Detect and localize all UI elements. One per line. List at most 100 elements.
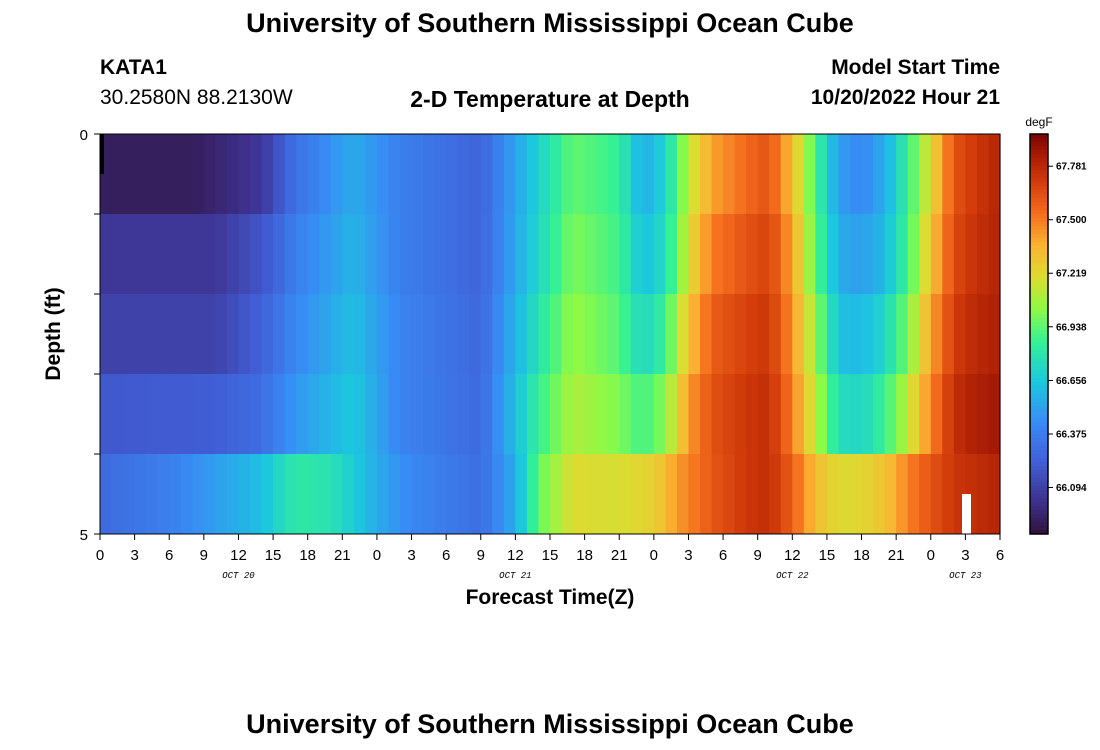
heatmap-cell	[353, 374, 366, 455]
heatmap-cell	[434, 374, 447, 455]
colorbar-segment	[1030, 498, 1048, 503]
heatmap-cell	[400, 294, 413, 375]
heatmap-cell	[226, 214, 240, 295]
heatmap-cell	[688, 214, 701, 295]
heatmap-cell	[792, 214, 805, 295]
colorbar-segment	[1030, 450, 1048, 455]
heatmap-cell	[653, 454, 666, 535]
heatmap-cell	[342, 134, 355, 215]
colorbar-unit: degF	[1025, 115, 1052, 129]
date-label: OCT 21	[499, 571, 531, 581]
heatmap-cell	[665, 374, 678, 455]
heatmap-cell	[411, 294, 424, 375]
heatmap-cell	[342, 294, 355, 375]
colorbar-segment	[1030, 494, 1048, 499]
heatmap-cell	[111, 134, 124, 215]
heatmap-cell	[988, 294, 1001, 375]
heatmap-cell	[538, 294, 551, 375]
heatmap-cell	[261, 294, 274, 375]
heatmap-cell	[250, 134, 263, 215]
heatmap-cell	[250, 374, 263, 455]
missing-data-marker	[962, 494, 971, 534]
heatmap-cell	[307, 214, 320, 295]
heatmap-cell	[376, 134, 390, 215]
heatmap-cell	[665, 134, 678, 215]
heatmap-cell	[538, 134, 551, 215]
heatmap-cell	[653, 214, 666, 295]
heatmap-cell	[353, 134, 366, 215]
colorbar-segment	[1030, 322, 1048, 327]
colorbar-segment	[1030, 258, 1048, 263]
colorbar-segment	[1030, 502, 1048, 507]
colorbar-segment	[1030, 138, 1048, 143]
heatmap-cell	[757, 134, 770, 215]
heatmap-cell	[780, 134, 793, 215]
heatmap-cell	[273, 294, 286, 375]
heatmap-cell	[873, 374, 886, 455]
heatmap-cell	[919, 214, 932, 295]
heatmap-cell	[988, 374, 1001, 455]
heatmap-cell	[400, 454, 413, 535]
colorbar-segment	[1030, 478, 1048, 483]
heatmap-cell	[146, 214, 159, 295]
heatmap-cell	[930, 134, 943, 215]
heatmap-cell	[838, 374, 851, 455]
heatmap-cell	[469, 454, 482, 535]
heatmap-cell	[757, 294, 770, 375]
colorbar-segment	[1030, 286, 1048, 291]
heatmap-cell	[850, 214, 863, 295]
colorbar-segment	[1030, 290, 1048, 295]
heatmap-cell	[619, 294, 632, 375]
heatmap-cell	[711, 214, 724, 295]
heatmap-cell	[861, 214, 874, 295]
heatmap-cell	[573, 134, 586, 215]
colorbar-segment	[1030, 354, 1048, 359]
colorbar-segment	[1030, 530, 1048, 535]
heatmap-cell	[492, 294, 505, 375]
colorbar-tick-label: 66.656	[1056, 376, 1087, 387]
heatmap-cell	[400, 214, 413, 295]
heatmap-cell	[630, 294, 643, 375]
heatmap-cell	[815, 134, 828, 215]
heatmap-cell	[619, 374, 632, 455]
heatmap-cell	[226, 454, 240, 535]
colorbar-segment	[1030, 490, 1048, 495]
x-tick-label: 3	[130, 547, 138, 564]
heatmap-cell	[884, 374, 897, 455]
heatmap-cell	[446, 134, 459, 215]
heatmap-cell	[434, 214, 447, 295]
colorbar-segment	[1030, 350, 1048, 355]
x-tick-label: 0	[373, 547, 381, 564]
heatmap-cell	[942, 374, 955, 455]
heatmap-cell	[538, 374, 551, 455]
heatmap-cell	[850, 134, 863, 215]
heatmap-cell	[711, 294, 724, 375]
colorbar-segment	[1030, 166, 1048, 171]
heatmap-cell	[284, 214, 297, 295]
heatmap-cell	[826, 134, 840, 215]
heatmap-cell	[734, 454, 747, 535]
heatmap-cell	[503, 374, 516, 455]
colorbar-segment	[1030, 206, 1048, 211]
heatmap-cell	[573, 374, 586, 455]
colorbar-segment	[1030, 330, 1048, 335]
heatmap-cell	[861, 454, 874, 535]
heatmap-cell	[353, 214, 366, 295]
heatmap-cell	[411, 214, 424, 295]
colorbar-segment	[1030, 238, 1048, 243]
heatmap-cell	[157, 134, 170, 215]
heatmap-cell	[861, 374, 874, 455]
heatmap-cell	[261, 134, 274, 215]
heatmap-cell	[411, 374, 424, 455]
heatmap-cell	[838, 294, 851, 375]
colorbar-tick-label: 66.375	[1056, 430, 1087, 441]
heatmap-cell	[100, 374, 113, 455]
heatmap-cell	[146, 374, 159, 455]
heatmap-cell	[976, 294, 990, 375]
heatmap-cell	[238, 454, 251, 535]
heatmap-cell	[746, 374, 759, 455]
colorbar-segment	[1030, 274, 1048, 279]
heatmap-cell	[838, 214, 851, 295]
heatmap-cell	[676, 214, 690, 295]
heatmap-cell	[111, 294, 124, 375]
